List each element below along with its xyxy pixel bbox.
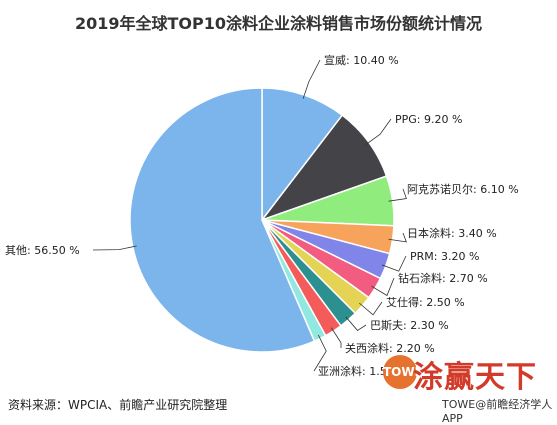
leader-line (359, 301, 383, 316)
leader-line (388, 232, 407, 243)
leader-line (330, 327, 342, 349)
slice-label: 钻石涂料: 2.70 % (398, 271, 488, 285)
leader-line (365, 118, 392, 146)
slice-label: PPG: 9.20 % (395, 113, 462, 126)
source-note: 资料来源：WPCIA、前瞻产业研究院整理 (8, 398, 228, 412)
leader-line (388, 188, 407, 202)
leader-line (371, 277, 395, 297)
leader-line (345, 316, 367, 331)
chart-title: 2019年全球TOP10涂料企业涂料销售市场份额统计情况 (74, 14, 483, 33)
slice-label: 关西涂料: 2.20 % (345, 341, 435, 355)
watermark-seal: TOWE (383, 355, 423, 389)
app-credit: TOWE@前瞻经济学人APP (442, 398, 553, 425)
pie-chart: 宣威: 10.40 % PPG: 9.20 % 阿克苏诺贝尔: 6.10 % 日本涂料… (5, 53, 519, 378)
slice-label: 宣威: 10.40 % (324, 53, 399, 67)
slice-label: PRM: 3.20 % (410, 250, 479, 263)
leader-line (381, 255, 407, 272)
slice-label: 巴斯夫: 2.30 % (370, 319, 449, 332)
watermark-brand: 涂赢天下 (413, 360, 537, 395)
leader-line (302, 59, 321, 99)
slice-label: 其他: 56.50 % (5, 244, 80, 257)
slice-label: 日本涂料: 3.40 % (407, 226, 497, 240)
leader-line (92, 245, 137, 251)
slice-label: 阿克苏诺贝尔: 6.10 % (407, 183, 519, 196)
leader-line (313, 334, 327, 372)
slice-label: 艾仕得: 2.50 % (386, 296, 465, 309)
